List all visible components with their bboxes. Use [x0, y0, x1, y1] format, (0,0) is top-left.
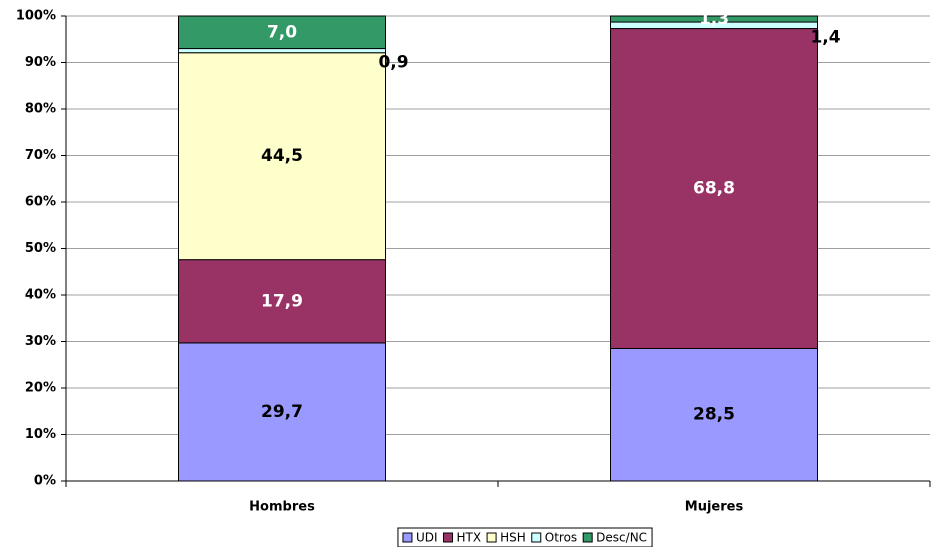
value-label: 68,8: [693, 179, 735, 199]
y-tick-label: 40%: [25, 288, 56, 303]
y-tick-label: 0%: [34, 474, 56, 489]
legend-swatch: [443, 532, 454, 543]
legend-swatch: [582, 532, 593, 543]
bar-segment: [610, 28, 818, 349]
y-tick-label: 90%: [25, 55, 56, 70]
bar-segment: [178, 342, 386, 482]
y-tick-label: 20%: [25, 381, 56, 396]
value-label: 29,7: [261, 402, 303, 422]
legend-label: HTX: [457, 531, 482, 545]
bar-segment: [178, 15, 386, 50]
legend-swatch: [486, 532, 497, 543]
bar-segment: [178, 52, 386, 261]
legend-label: UDI: [416, 531, 438, 545]
legend-label: HSH: [500, 531, 526, 545]
bar-segment: [178, 48, 386, 54]
value-label: 44,5: [261, 146, 303, 166]
value-label: 1,3: [699, 9, 729, 29]
x-tick-label: Hombres: [249, 500, 315, 515]
legend-label: Otros: [545, 531, 577, 545]
value-label: 7,0: [267, 22, 297, 42]
y-tick-label: 10%: [25, 427, 56, 442]
legend-swatch: [531, 532, 542, 543]
value-label: 1,4: [810, 27, 840, 47]
y-tick-label: 60%: [25, 195, 56, 210]
legend-label: Desc/NC: [596, 531, 647, 545]
y-tick-label: 100%: [16, 9, 56, 24]
bar-segment: [610, 15, 818, 23]
value-label: 0,9: [378, 53, 408, 73]
legend-swatch: [402, 532, 413, 543]
y-tick-label: 50%: [25, 241, 56, 256]
y-tick-label: 80%: [25, 102, 56, 117]
x-tick-label: Mujeres: [685, 500, 744, 515]
bar-segment: [178, 259, 386, 344]
bar-segment: [610, 347, 818, 482]
y-tick-label: 30%: [25, 334, 56, 349]
y-tick-label: 70%: [25, 148, 56, 163]
value-label: 28,5: [693, 405, 735, 425]
value-label: 17,9: [261, 291, 303, 311]
